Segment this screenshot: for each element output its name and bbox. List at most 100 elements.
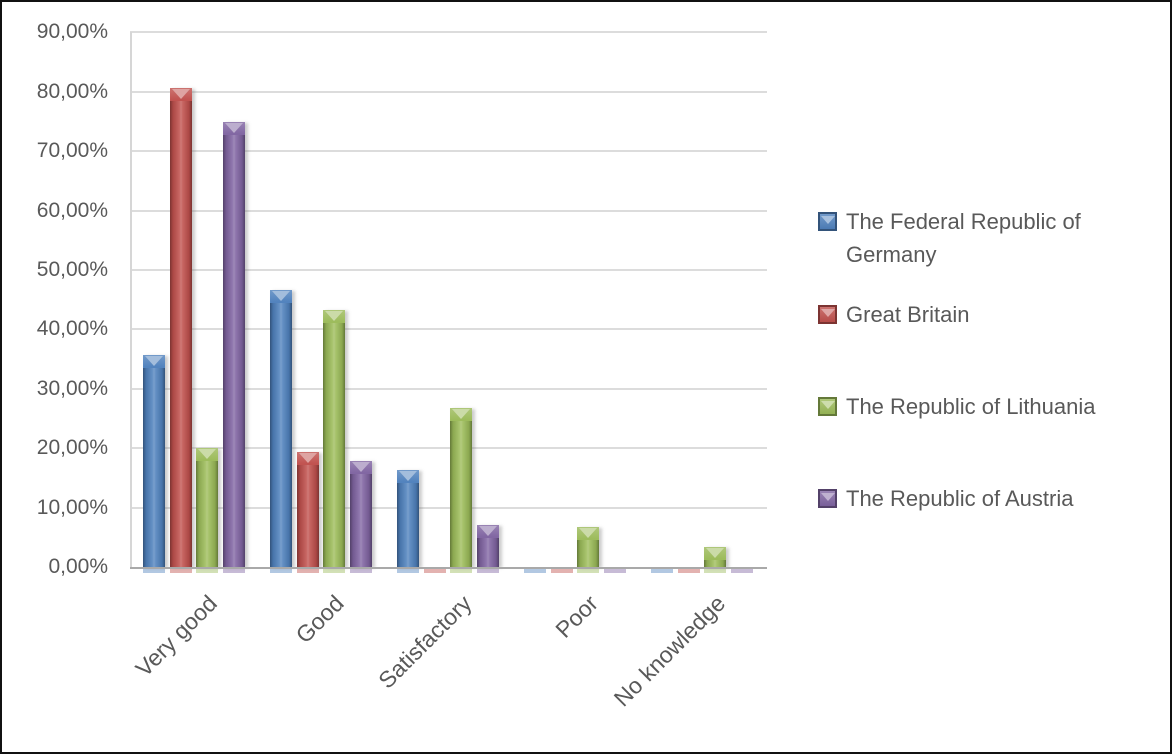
legend-swatch-icon: [818, 489, 837, 508]
y-tick-label-70: 70,00%: [36, 139, 108, 163]
bar-the-republic-of-lithuania-very-good: [196, 448, 218, 567]
bar-reflection-the-republic-of-lithuania-poor: [577, 569, 599, 573]
y-tick-label-50: 50,00%: [36, 258, 108, 281]
bar-reflection-great-britain-poor: [550, 569, 573, 573]
bar-cap: [143, 354, 165, 368]
y-tick-label-0: 0,00%: [48, 555, 108, 578]
bar-reflection-the-republic-of-austria-very-good: [222, 569, 245, 573]
bar-the-republic-of-austria-satisfactory: [476, 524, 499, 567]
bar-reflection-great-britain-no-knowledge: [677, 569, 700, 573]
legend-swatch-icon: [818, 397, 837, 416]
bar-bevel-highlight: [171, 89, 190, 100]
bar-the-republic-of-lithuania-good: [323, 309, 345, 567]
gridline-60: [130, 209, 767, 212]
bar-bevel-highlight: [706, 548, 724, 559]
bar-bevel-highlight: [478, 525, 497, 536]
bar-reflection-the-republic-of-austria-good: [349, 569, 372, 573]
bar-the-republic-of-lithuania-poor: [577, 527, 599, 567]
bar-bevel-highlight: [298, 452, 317, 463]
legend-item-the-federal-republic-of-germany: The Federal Republic of Germany: [818, 205, 1158, 275]
bar-reflection-the-federal-republic-of-germany-poor: [524, 569, 546, 573]
bar-cap: [704, 547, 726, 561]
gridline-80: [130, 90, 767, 93]
x-axis-line: [130, 567, 767, 569]
bar-reflection-the-republic-of-austria-satisfactory: [476, 569, 499, 573]
bar-reflection-the-republic-of-lithuania-satisfactory: [450, 569, 472, 573]
y-tick-label-10: 10,00%: [36, 495, 108, 519]
x-axis-category-label-no-knowledge: No knowledge: [608, 590, 731, 712]
legend-swatch-icon: [818, 305, 837, 324]
bar-bevel-highlight: [272, 290, 290, 301]
bar-cap: [397, 469, 419, 483]
y-tick-label-90: 90,00%: [36, 20, 108, 44]
bar-bevel-highlight: [224, 122, 243, 133]
bar-cap: [450, 408, 472, 422]
gridline-40: [130, 328, 767, 331]
bar-reflection-the-republic-of-austria-poor: [603, 569, 626, 573]
y-tick-label-30: 30,00%: [36, 376, 108, 400]
x-axis-category-label-good: Good: [290, 590, 350, 649]
legend-item-the-republic-of-austria: The Republic of Austria: [818, 482, 1158, 552]
bar-bevel-highlight: [325, 310, 343, 321]
legend-swatch-bevel-highlight: [820, 216, 835, 224]
bar-reflection-the-republic-of-lithuania-very-good: [196, 569, 218, 573]
bar-cap: [577, 527, 599, 541]
bar-cap: [169, 88, 192, 102]
bar-the-federal-republic-of-germany-satisfactory: [397, 469, 419, 567]
bar-cap: [196, 448, 218, 462]
legend-item-label: The Republic of Austria: [846, 486, 1074, 511]
gridline-20: [130, 447, 767, 450]
bar-bevel-highlight: [579, 528, 597, 539]
bar-reflection-the-federal-republic-of-germany-good: [270, 569, 292, 573]
bar-the-federal-republic-of-germany-very-good: [143, 354, 165, 567]
x-axis-category-label-satisfactory: Satisfactory: [372, 590, 477, 694]
legend-item-the-republic-of-lithuania: The Republic of Lithuania: [818, 390, 1158, 460]
bar-reflection-the-republic-of-austria-no-knowledge: [730, 569, 753, 573]
legend-item-label: The Republic of Lithuania: [846, 394, 1096, 419]
bar-bevel-highlight: [198, 449, 216, 460]
bar-the-republic-of-austria-very-good: [222, 121, 245, 567]
bar-the-republic-of-austria-good: [349, 460, 372, 567]
y-axis-line: [130, 32, 132, 567]
bar-great-britain-good: [296, 451, 319, 567]
bar-cap: [323, 309, 345, 323]
bar-reflection-great-britain-very-good: [169, 569, 192, 573]
bar-great-britain-very-good: [169, 88, 192, 567]
y-tick-label-40: 40,00%: [36, 317, 108, 341]
bar-reflection-the-republic-of-lithuania-good: [323, 569, 345, 573]
bar-bevel-highlight: [399, 470, 417, 481]
gridline-50: [130, 269, 767, 271]
bar-the-republic-of-lithuania-satisfactory: [450, 408, 472, 567]
y-tick-label-20: 20,00%: [36, 436, 108, 460]
y-tick-label-60: 60,00%: [36, 198, 108, 222]
bar-reflection-the-federal-republic-of-germany-satisfactory: [397, 569, 419, 573]
legend-swatch-bevel-highlight: [820, 401, 835, 409]
gridline-90: [130, 31, 767, 34]
y-tick-label-80: 80,00%: [36, 79, 108, 103]
bar-cap: [296, 451, 319, 465]
bar-bevel-highlight: [145, 355, 163, 366]
gridline-30: [130, 387, 767, 390]
x-axis-category-label-poor: Poor: [550, 590, 604, 643]
bar-reflection-the-federal-republic-of-germany-no-knowledge: [651, 569, 673, 573]
legend-item-label: Great Britain: [846, 302, 970, 327]
legend-item-great-britain: Great Britain: [818, 298, 1158, 368]
bar-the-federal-republic-of-germany-good: [270, 289, 292, 567]
bar-reflection-the-republic-of-lithuania-no-knowledge: [704, 569, 726, 573]
legend-swatch-bevel-highlight: [820, 309, 835, 317]
bar-the-republic-of-lithuania-no-knowledge: [704, 547, 726, 567]
gridline-70: [130, 150, 767, 153]
bar-reflection-great-britain-good: [296, 569, 319, 573]
bar-reflection-great-britain-satisfactory: [423, 569, 446, 573]
bar-reflection-the-federal-republic-of-germany-very-good: [143, 569, 165, 573]
legend-item-label: The Federal Republic of Germany: [846, 209, 1081, 267]
x-axis-category-label-very-good: Very good: [130, 590, 223, 682]
bar-cap: [349, 460, 372, 474]
bar-cap: [476, 524, 499, 538]
bar-bevel-highlight: [351, 461, 370, 472]
bar-cap: [270, 289, 292, 303]
legend-swatch-icon: [818, 212, 837, 231]
bar-bevel-highlight: [452, 409, 470, 420]
